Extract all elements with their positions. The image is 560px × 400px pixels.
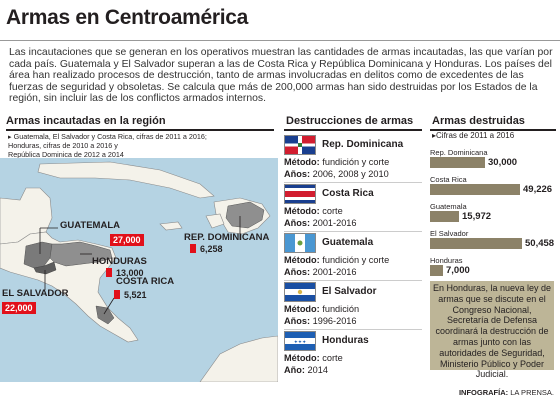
chart-subtitle: ▸Cifras de 2011 a 2016	[432, 131, 515, 140]
dominican-shape	[225, 201, 265, 229]
jamaica-shape	[159, 221, 183, 231]
destruction-period-el-salvador: Años: 1996-2016	[284, 316, 357, 326]
destruction-method-honduras: Método: corte	[284, 353, 343, 363]
map-value-guatemala: 27,000	[110, 234, 144, 246]
destruction-section-title: Destrucciones de armas	[286, 115, 414, 127]
map-value-costa-rica: 5,521	[124, 290, 147, 300]
bar	[430, 265, 443, 276]
map-marker-honduras	[106, 268, 112, 277]
map-label-costa-rica: COSTA RICA	[116, 276, 175, 287]
destruction-divider	[284, 329, 422, 330]
bar-value-label: 30,000	[488, 157, 518, 168]
costa-rica-leader	[103, 297, 115, 315]
map-value-honduras: 13,000	[116, 268, 144, 278]
bar-category-label: Costa Rica	[430, 175, 467, 184]
bar-value-label: 50,458	[525, 238, 555, 249]
map-label-guatemala: GUATEMALA	[60, 220, 120, 231]
destruction-divider	[284, 280, 422, 281]
bar-category-label: El Salvador	[430, 229, 469, 238]
bar	[430, 157, 485, 168]
costa-rica-flag-icon	[284, 184, 316, 204]
page-title: Armas en Centroamérica	[6, 6, 249, 29]
bar-category-label: Honduras	[430, 256, 463, 265]
dominican-flag-icon	[284, 135, 316, 155]
destruction-period-costa-rica: Años: 2001-2016	[284, 218, 357, 228]
triangle-bullet-icon: ▸	[8, 132, 12, 141]
credit-line: INFOGRAFÍA: LA PRENSA.	[458, 388, 554, 397]
costa-rica-shape	[95, 305, 115, 325]
triangle-bullet-icon: ▸	[432, 131, 437, 140]
destruction-method-dominican: Método: fundición y corte	[284, 157, 390, 167]
destruction-name-dominican: Rep. Dominicana	[322, 139, 404, 150]
map-subtitle-line-3: República Dominica de 2012 a 2014	[8, 150, 124, 159]
region-map: GUATEMALA 27,000 HONDURAS 13,000 REP. DO…	[0, 158, 278, 382]
el-salvador-shape	[33, 261, 57, 275]
destruction-method-costa-rica: Método: corte	[284, 206, 343, 216]
bar	[430, 238, 522, 249]
bar	[430, 211, 459, 222]
region-map-svg	[0, 161, 278, 382]
destruction-divider	[284, 231, 422, 232]
guatemala-shape	[23, 241, 53, 269]
map-subtitle-line-1: Guatemala, El Salvador y Costa Rica, cif…	[13, 132, 207, 141]
map-subtitle-line-2: Honduras, cifras de 2010 a 2016 y	[8, 141, 118, 150]
destruction-period-guatemala: Años: 2001-2016	[284, 267, 357, 277]
bar-value-label: 15,972	[462, 211, 492, 222]
cuba-shape	[37, 161, 215, 199]
map-label-el-salvador: EL SALVADOR	[2, 288, 69, 299]
title-divider	[0, 40, 560, 41]
map-marker-costa-rica	[114, 290, 120, 299]
destruction-name-el-salvador: El Salvador	[322, 286, 377, 297]
south-america-shape	[199, 335, 278, 382]
bar-category-label: Guatemala	[430, 202, 467, 211]
destruction-period-dominican: Años: 2006, 2008 y 2010	[284, 169, 389, 179]
el-salvador-flag-icon	[284, 282, 316, 302]
map-label-honduras: HONDURAS	[92, 256, 147, 267]
guatemala-flag-icon	[284, 233, 316, 253]
map-value-dominican: 6,258	[200, 244, 223, 254]
haiti-shape	[205, 213, 225, 229]
map-label-dominican: REP. DOMINICANA	[184, 232, 270, 243]
destruction-name-honduras: Honduras	[322, 335, 369, 346]
map-value-el-salvador: 22,000	[2, 302, 36, 314]
chart-section-rule	[430, 129, 556, 131]
destruction-method-guatemala: Método: fundición y corte	[284, 255, 390, 265]
chart-title: Armas destruidas	[432, 115, 525, 127]
intro-paragraph: Las incautaciones que se generan en los …	[9, 47, 553, 105]
map-section-title: Armas incautadas en la región	[6, 115, 166, 127]
svg-text:✦✦✦: ✦✦✦	[294, 340, 307, 346]
map-subtitle: ▸ Guatemala, El Salvador y Costa Rica, c…	[8, 132, 207, 159]
map-section-rule	[6, 129, 274, 131]
bar	[430, 184, 520, 195]
destruction-section-rule	[284, 129, 422, 131]
destruction-period-honduras: Año: 2014	[284, 365, 328, 375]
bar-value-label: 49,226	[523, 184, 553, 195]
destruction-name-costa-rica: Costa Rica	[322, 188, 374, 199]
honduras-flag-icon: ✦✦✦	[284, 331, 316, 351]
destruction-name-guatemala: Guatemala	[322, 237, 374, 248]
bar-category-label: Rep. Dominicana	[430, 148, 488, 157]
bar-value-label: 7,000	[446, 265, 470, 276]
destruction-divider	[284, 182, 422, 183]
destruction-method-el-salvador: Método: fundición	[284, 304, 360, 314]
map-marker-dominican	[190, 244, 196, 253]
honduras-note-box: En Honduras, la nueva ley de armas que s…	[430, 281, 554, 379]
